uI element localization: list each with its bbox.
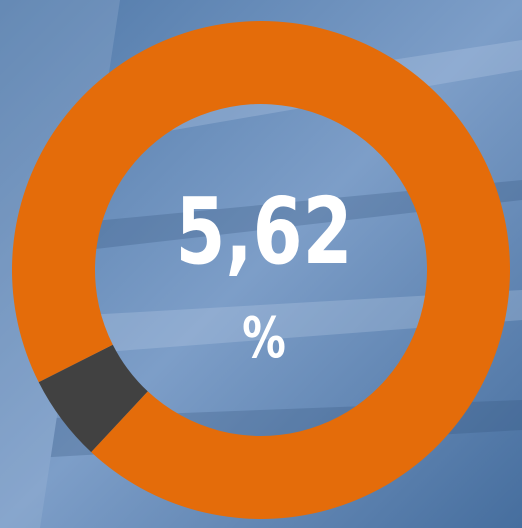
chart: 5,62 % bbox=[0, 0, 522, 528]
center-unit: % bbox=[242, 305, 286, 371]
center-value: 5,62 bbox=[175, 178, 352, 285]
page: {"chart_data": {"type": "donut", "values… bbox=[0, 0, 522, 528]
